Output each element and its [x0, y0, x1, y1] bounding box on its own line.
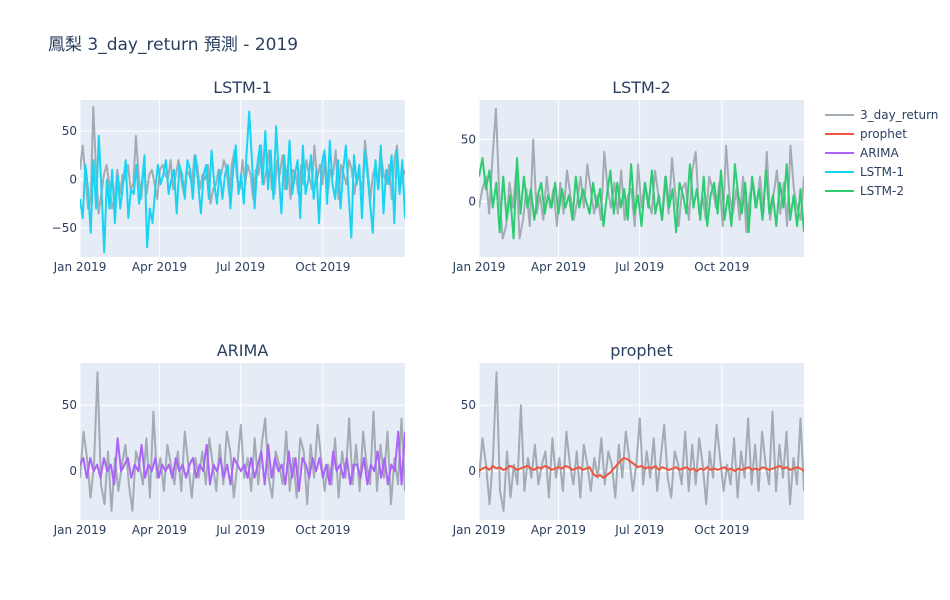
series-line-prophet	[479, 457, 804, 479]
series-line-arima	[80, 430, 405, 492]
x-tick-label: Apr 2019	[531, 260, 586, 274]
subplot-prophet: Jan 2019 Apr 2019 Jul 2019 Oct 2019 0 50 proph…	[452, 341, 804, 537]
legend-item-arima[interactable]: ARIMA	[825, 146, 899, 160]
y-tick-label: 0	[69, 172, 77, 186]
y-tick-label: 50	[62, 124, 77, 138]
x-tick-label: Jul 2019	[215, 260, 265, 274]
legend-label: LSTM-2	[860, 184, 904, 198]
chart-title: 鳳梨 3_day_return 預測 - 2019	[48, 35, 298, 55]
legend-item-prophet[interactable]: prophet	[825, 127, 907, 141]
series-line-3-day-return	[479, 107, 804, 240]
x-tick-label: Jan 2019	[452, 260, 506, 274]
series-line-lstm-1	[80, 110, 405, 254]
subplot-title: LSTM-2	[612, 78, 671, 97]
y-tick-label: 0	[468, 464, 476, 478]
x-tick-label: Apr 2019	[132, 523, 187, 537]
plot-background	[479, 100, 804, 257]
series-line-3-day-return	[80, 105, 405, 215]
series-line-3-day-return	[80, 371, 405, 512]
subplot-lstm-2: Jan 2019 Apr 2019 Jul 2019 Oct 2019 0 50 LSTM-…	[452, 78, 804, 274]
x-tick-label: Oct 2019	[694, 260, 749, 274]
x-tick-label: Jan 2019	[452, 523, 506, 537]
subplot-title: prophet	[610, 341, 673, 360]
legend-item-lstm-1[interactable]: LSTM-1	[825, 165, 904, 179]
x-tick-label: Jul 2019	[215, 523, 265, 537]
x-tick-label: Oct 2019	[295, 260, 350, 274]
y-tick-label: 50	[461, 398, 476, 412]
x-tick-label: Jul 2019	[614, 523, 664, 537]
subplot-lstm-1: Jan 2019 Apr 2019 Jul 2019 Oct 2019 −50 0 50 LS…	[52, 78, 405, 274]
x-tick-label: Apr 2019	[132, 260, 187, 274]
x-tick-label: Jan 2019	[53, 523, 107, 537]
subplot-panels: Jan 2019 Apr 2019 Jul 2019 Oct 2019 −50 0 50 LS…	[52, 78, 804, 537]
y-tick-label: −50	[52, 221, 77, 235]
x-tick-label: Oct 2019	[694, 523, 749, 537]
x-tick-label: Oct 2019	[295, 523, 350, 537]
legend-label: LSTM-1	[860, 165, 904, 179]
subplot-title: LSTM-1	[213, 78, 272, 97]
legend-label: 3_day_return	[860, 108, 938, 122]
legend-item-lstm-2[interactable]: LSTM-2	[825, 184, 904, 198]
series-line-lstm-2	[479, 157, 804, 240]
legend-label: prophet	[860, 127, 907, 141]
y-tick-label: 50	[461, 133, 476, 147]
subplot-title: ARIMA	[217, 341, 269, 360]
y-tick-label: 50	[62, 398, 77, 412]
x-tick-label: Jul 2019	[614, 260, 664, 274]
series-line-3-day-return	[479, 371, 804, 512]
legend-item-3-day-return[interactable]: 3_day_return	[825, 108, 938, 122]
x-tick-label: Apr 2019	[531, 523, 586, 537]
subplot-arima: Jan 2019 Apr 2019 Jul 2019 Oct 2019 0 50 ARIMA	[53, 341, 405, 537]
legend-label: ARIMA	[860, 146, 899, 160]
x-tick-label: Jan 2019	[53, 260, 107, 274]
y-tick-label: 0	[69, 464, 77, 478]
y-tick-label: 0	[468, 194, 476, 208]
